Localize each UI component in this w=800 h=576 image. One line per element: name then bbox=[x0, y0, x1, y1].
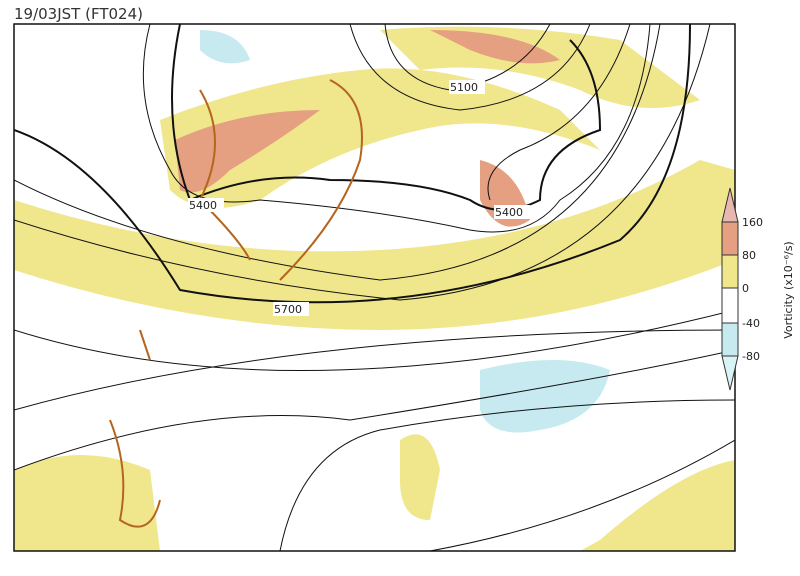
contour-label: 5400 bbox=[495, 206, 523, 219]
colorbar: 160 80 0 -40 -80 Vorticity (x10⁻⁶/s) bbox=[721, 187, 795, 391]
map-area bbox=[13, 23, 736, 552]
colorbar-tick: -80 bbox=[742, 350, 760, 363]
colorbar-tick: 80 bbox=[742, 249, 756, 262]
colorbar-tick: -40 bbox=[742, 317, 760, 330]
colorbar-label: Vorticity (x10⁻⁶/s) bbox=[782, 241, 795, 338]
colorbar-tick: 160 bbox=[742, 216, 763, 229]
contour-label: 5700 bbox=[274, 303, 302, 316]
map-title: 19/03JST (FT024) bbox=[14, 5, 143, 23]
colorbar-tick: 0 bbox=[742, 282, 749, 295]
contour-label: 5100 bbox=[450, 81, 478, 94]
contour-label: 5400 bbox=[189, 199, 217, 212]
contour-labels: 5400 5100 5400 5700 bbox=[188, 80, 530, 316]
